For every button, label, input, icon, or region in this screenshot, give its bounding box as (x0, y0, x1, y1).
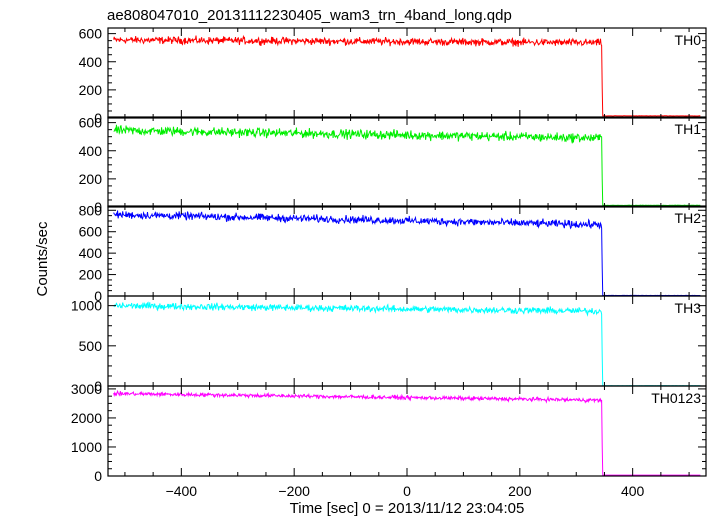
panels: 0 200 400 600 TH0 0 200 400 600 TH1 0 200 400 600 800 T… (71, 26, 707, 499)
y-tick-label: 600 (79, 26, 103, 42)
series-line-th2 (113, 210, 701, 297)
x-tick-label: 400 (621, 483, 645, 499)
y-tick-label: 400 (79, 245, 103, 261)
y-tick-label: 600 (79, 224, 103, 240)
series-line-th1 (113, 124, 701, 206)
panel-label: TH0123 (651, 390, 701, 406)
y-tick-label: 1000 (71, 439, 102, 455)
y-axis-label: Counts/sec (34, 221, 51, 297)
y-tick-label: 500 (79, 338, 103, 354)
y-tick-label: 800 (79, 202, 103, 218)
y-tick-label: 1000 (71, 298, 102, 314)
series-line-th3 (113, 301, 701, 387)
y-tick-label: 400 (79, 143, 103, 159)
y-tick-label: 600 (79, 115, 103, 131)
panel-label: TH1 (675, 121, 702, 137)
y-tick-label: 0 (94, 199, 102, 215)
y-tick-label: 0 (94, 468, 102, 484)
y-tick-label: 400 (79, 54, 103, 70)
series-line-th0123 (113, 389, 701, 476)
y-tick-label: 200 (79, 171, 103, 187)
panel-th2: 0 200 400 600 800 TH2 (79, 202, 707, 304)
panel-th1: 0 200 400 600 TH1 (79, 115, 707, 215)
y-tick-label: 0 (94, 288, 102, 304)
x-axis-label: Time [sec] 0 = 2013/11/12 23:04:05 (290, 500, 525, 516)
panel-label: TH0 (675, 32, 702, 48)
x-tick-label: −200 (278, 483, 310, 499)
panel-label: TH2 (675, 210, 702, 226)
panel-th3: 0 500 1000 TH3 (71, 295, 707, 394)
panel-frame-th0123 (107, 385, 707, 477)
y-tick-label: 0 (94, 110, 102, 126)
series-line-th0 (113, 34, 701, 117)
y-tick-label: 2000 (71, 410, 102, 426)
y-tick-label: 0 (94, 378, 102, 394)
y-tick-label: 3000 (71, 381, 102, 397)
x-tick-label: −400 (166, 483, 198, 499)
y-tick-label: 200 (79, 267, 103, 283)
x-tick-label: 200 (508, 483, 532, 499)
chart-title: ae808047010_20131112230405_wam3_trn_4ban… (107, 7, 512, 24)
panel-th0123: 0 1000 2000 3000 TH0123 (71, 381, 707, 484)
panel-label: TH3 (675, 300, 702, 316)
panel-th0: 0 200 400 600 TH0 (79, 26, 707, 126)
x-tick-label: 0 (403, 483, 411, 499)
y-tick-label: 200 (79, 82, 103, 98)
